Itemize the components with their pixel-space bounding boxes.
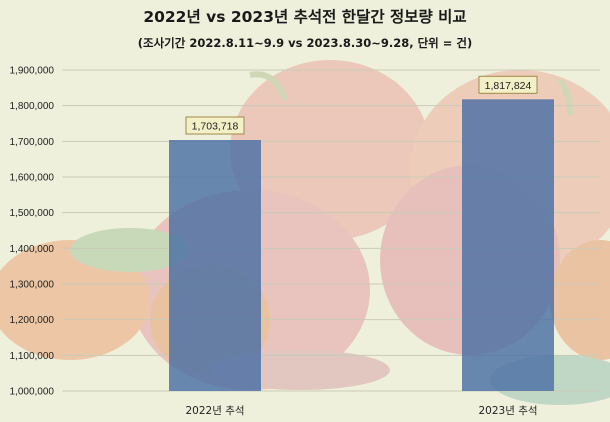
chart-subtitle: (조사기간 2022.8.11~9.9 vs 2023.8.30~9.28, 단…: [138, 36, 472, 50]
bar-2: [462, 99, 554, 391]
y-tick-label: 1,800,000: [10, 101, 55, 112]
y-tick-label: 1,500,000: [10, 208, 55, 219]
data-label-box: [185, 116, 245, 135]
data-label-box: [478, 75, 538, 94]
data-label: 1,817,824: [485, 80, 532, 92]
y-tick-label: 1,600,000: [10, 173, 55, 184]
chart-title: 2022년 vs 2023년 추석전 한달간 정보량 비교: [143, 7, 466, 26]
y-tick-label: 1,200,000: [10, 315, 55, 326]
bars: [169, 99, 554, 391]
y-tick-label: 1,700,000: [10, 137, 55, 148]
x-category-label: 2023년 추석: [478, 405, 537, 417]
x-category-label: 2022년 추석: [185, 405, 244, 417]
x-axis: 2022년 추석 2023년 추석: [185, 405, 537, 417]
data-labels: 1,703,718 1,817,824: [185, 75, 538, 135]
y-tick-label: 1,900,000: [10, 66, 55, 77]
y-tick-label: 1,400,000: [10, 244, 55, 255]
bar-1: [169, 140, 261, 391]
data-label: 1,703,718: [192, 121, 239, 133]
y-tick-label: 1,100,000: [10, 351, 55, 362]
y-tick-label: 1,300,000: [10, 280, 55, 291]
y-axis: 1,000,000 1,100,000 1,200,000 1,300,000 1,40…: [10, 66, 55, 398]
y-tick-label: 1,000,000: [10, 387, 55, 398]
